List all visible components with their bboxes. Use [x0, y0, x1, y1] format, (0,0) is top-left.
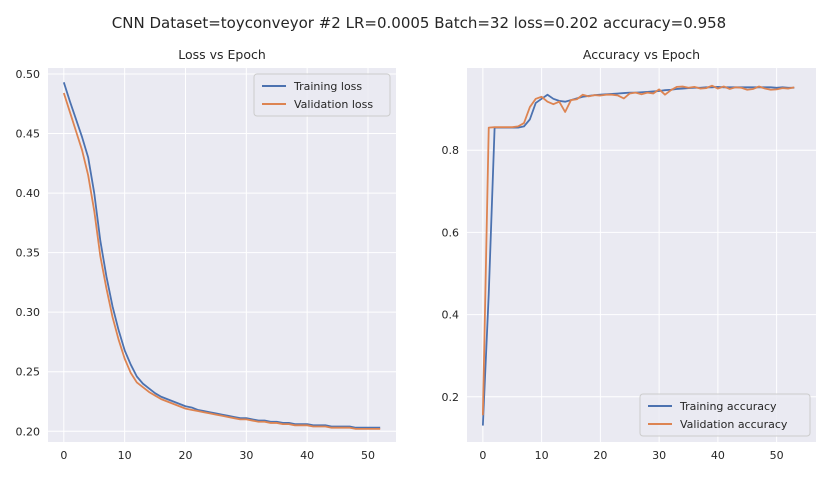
- plot-area-0: [48, 68, 396, 442]
- x-tick-label: 30: [652, 449, 666, 462]
- legend-box: [639, 393, 811, 437]
- x-tick-label: 50: [770, 449, 784, 462]
- x-tick-label: 0: [60, 449, 67, 462]
- legend-label: Validation loss: [294, 98, 373, 111]
- legend-label: Training loss: [293, 80, 362, 93]
- legend: Training loss Validation loss: [253, 73, 391, 117]
- x-tick-label: 10: [118, 449, 132, 462]
- loss-chart: 0 10 20 30 40 50 0.20 0.25 0.30 0.35 0.40 0.45 0.50 L…: [16, 47, 396, 462]
- y-tick-label: 0.50: [16, 68, 41, 81]
- chart-title: Loss vs Epoch: [178, 47, 266, 62]
- accuracy-chart: 0 10 20 30 40 50 0.2 0.4 0.6 0.8 Accuracy vs Epoch…: [442, 47, 816, 462]
- legend-label: Training accuracy: [679, 400, 777, 413]
- x-tick-label: 10: [535, 449, 549, 462]
- x-tick-label: 30: [239, 449, 253, 462]
- y-tick-label: 0.2: [442, 391, 460, 404]
- y-tick-label: 0.4: [442, 309, 460, 322]
- series-line-training-loss: [62, 82, 381, 429]
- y-tick-label: 0.8: [442, 144, 460, 157]
- series-line-validation-loss: [62, 92, 381, 430]
- y-tick-label: 0.30: [16, 306, 41, 319]
- legend: Training accuracy Validation accuracy: [639, 393, 811, 437]
- plot-area-1: [467, 68, 816, 442]
- figure-suptitle: CNN Dataset=toyconveyor #2 LR=0.0005 Bat…: [111, 14, 727, 32]
- x-tick-label: 50: [361, 449, 375, 462]
- legend-label: Validation accuracy: [680, 418, 788, 431]
- x-tick-label: 40: [300, 449, 314, 462]
- series-line-validation-accuracy: [481, 84, 795, 416]
- legend-box: [253, 73, 391, 117]
- x-tick-label: 0: [479, 449, 486, 462]
- y-tick-label: 0.25: [16, 366, 41, 379]
- x-tick-label: 40: [711, 449, 725, 462]
- y-tick-label: 0.45: [16, 128, 41, 141]
- y-tick-label: 0.6: [442, 226, 460, 239]
- x-tick-label: 20: [178, 449, 192, 462]
- y-tick-label: 0.35: [16, 247, 41, 260]
- x-tick-label: 20: [593, 449, 607, 462]
- y-tick-label: 0.40: [16, 187, 41, 200]
- y-tick-label: 0.20: [16, 425, 41, 438]
- chart-title: Accuracy vs Epoch: [583, 47, 700, 62]
